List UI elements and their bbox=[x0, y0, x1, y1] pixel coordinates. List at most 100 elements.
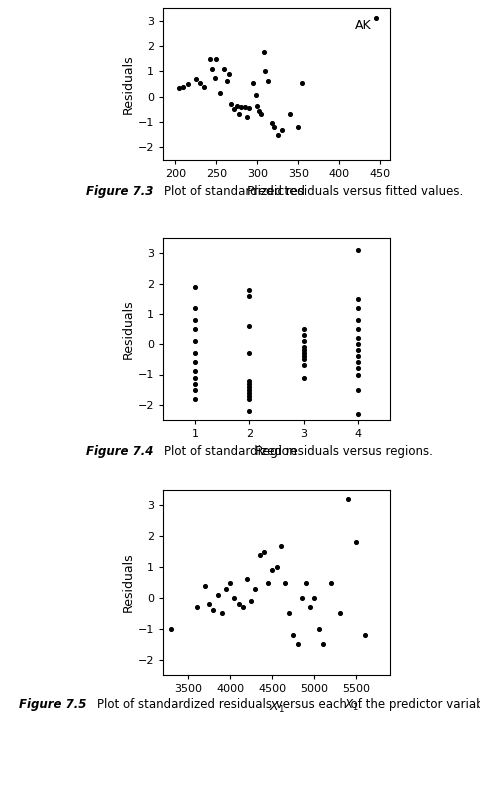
Point bbox=[311, 592, 318, 604]
Point bbox=[246, 387, 253, 399]
Point bbox=[268, 117, 276, 130]
Point bbox=[327, 576, 335, 589]
Point bbox=[300, 353, 307, 365]
Point bbox=[192, 323, 199, 336]
Point bbox=[354, 368, 361, 380]
Point bbox=[225, 68, 232, 80]
Point bbox=[260, 46, 268, 59]
Point bbox=[281, 576, 289, 589]
Point bbox=[315, 623, 323, 635]
Point bbox=[192, 302, 199, 314]
Point bbox=[252, 89, 260, 101]
Point bbox=[354, 292, 361, 305]
Point bbox=[319, 638, 326, 651]
Point bbox=[227, 98, 235, 111]
Point bbox=[354, 302, 361, 314]
Point bbox=[246, 389, 253, 402]
Point bbox=[252, 582, 259, 595]
Point bbox=[192, 392, 199, 405]
Point bbox=[306, 601, 314, 613]
Point bbox=[354, 362, 361, 375]
Text: Figure 7.5: Figure 7.5 bbox=[19, 698, 86, 711]
Point bbox=[230, 103, 238, 116]
Point bbox=[176, 82, 183, 94]
Point bbox=[243, 111, 251, 123]
Point bbox=[192, 314, 199, 326]
Point bbox=[294, 121, 302, 134]
Point bbox=[235, 108, 243, 121]
Point bbox=[354, 350, 361, 362]
Point bbox=[246, 347, 253, 359]
Point bbox=[354, 244, 361, 256]
Point bbox=[300, 344, 307, 357]
Point bbox=[208, 63, 216, 75]
Text: Figure 7.3: Figure 7.3 bbox=[86, 185, 154, 198]
Point bbox=[246, 380, 253, 393]
Point bbox=[210, 604, 217, 616]
Text: Plot of standardized residuals versus regions.: Plot of standardized residuals versus re… bbox=[149, 445, 432, 458]
Point bbox=[257, 108, 265, 121]
Point bbox=[372, 12, 380, 24]
Text: AK: AK bbox=[355, 20, 372, 32]
Point bbox=[193, 601, 201, 613]
Point bbox=[294, 638, 301, 651]
Point bbox=[192, 335, 199, 347]
Point bbox=[216, 86, 224, 99]
Point bbox=[354, 344, 361, 357]
Point bbox=[354, 384, 361, 396]
Point bbox=[273, 560, 280, 573]
Point bbox=[298, 592, 306, 604]
Point bbox=[246, 377, 253, 390]
Point bbox=[286, 108, 294, 121]
Y-axis label: Residuals: Residuals bbox=[122, 299, 135, 359]
Point bbox=[260, 545, 268, 558]
Y-axis label: Residuals: Residuals bbox=[122, 553, 135, 612]
Point bbox=[354, 332, 361, 344]
Point bbox=[227, 576, 234, 589]
Point bbox=[200, 80, 208, 93]
Point bbox=[270, 121, 277, 134]
Text: Plot of standardized residuals versus each of the predictor variable: Plot of standardized residuals versus ea… bbox=[82, 698, 480, 711]
Point bbox=[192, 371, 199, 384]
Point bbox=[354, 323, 361, 336]
Point bbox=[218, 607, 226, 619]
Point bbox=[180, 80, 187, 93]
Point bbox=[233, 99, 240, 112]
Text: Plot of standardized residuals versus fitted values.: Plot of standardized residuals versus fi… bbox=[149, 185, 463, 198]
Point bbox=[361, 629, 369, 641]
Point bbox=[302, 576, 310, 589]
Y-axis label: Residuals: Residuals bbox=[122, 54, 135, 114]
Point bbox=[192, 72, 200, 85]
Point bbox=[277, 539, 285, 552]
Point bbox=[246, 289, 253, 302]
Point bbox=[264, 75, 272, 88]
Point bbox=[354, 356, 361, 369]
Point bbox=[352, 536, 360, 549]
Point bbox=[264, 576, 272, 589]
Point bbox=[192, 365, 199, 378]
Point bbox=[246, 374, 253, 387]
Point bbox=[336, 607, 343, 619]
Point bbox=[285, 607, 293, 619]
Point bbox=[249, 76, 257, 89]
Point bbox=[243, 573, 251, 586]
Point bbox=[246, 384, 253, 396]
Point bbox=[192, 377, 199, 390]
X-axis label: Predicted: Predicted bbox=[247, 185, 306, 197]
Point bbox=[192, 347, 199, 359]
Point bbox=[241, 101, 249, 113]
Point bbox=[213, 53, 220, 65]
Point bbox=[222, 582, 230, 595]
Point bbox=[300, 341, 307, 354]
Point bbox=[223, 75, 231, 88]
Point bbox=[268, 564, 276, 576]
Point bbox=[246, 320, 253, 332]
Point bbox=[354, 314, 361, 326]
Point bbox=[192, 281, 199, 293]
Point bbox=[201, 579, 209, 592]
Point bbox=[247, 595, 255, 608]
Point bbox=[230, 592, 238, 604]
Point bbox=[239, 601, 247, 613]
Point bbox=[253, 99, 261, 112]
Point bbox=[262, 65, 269, 78]
